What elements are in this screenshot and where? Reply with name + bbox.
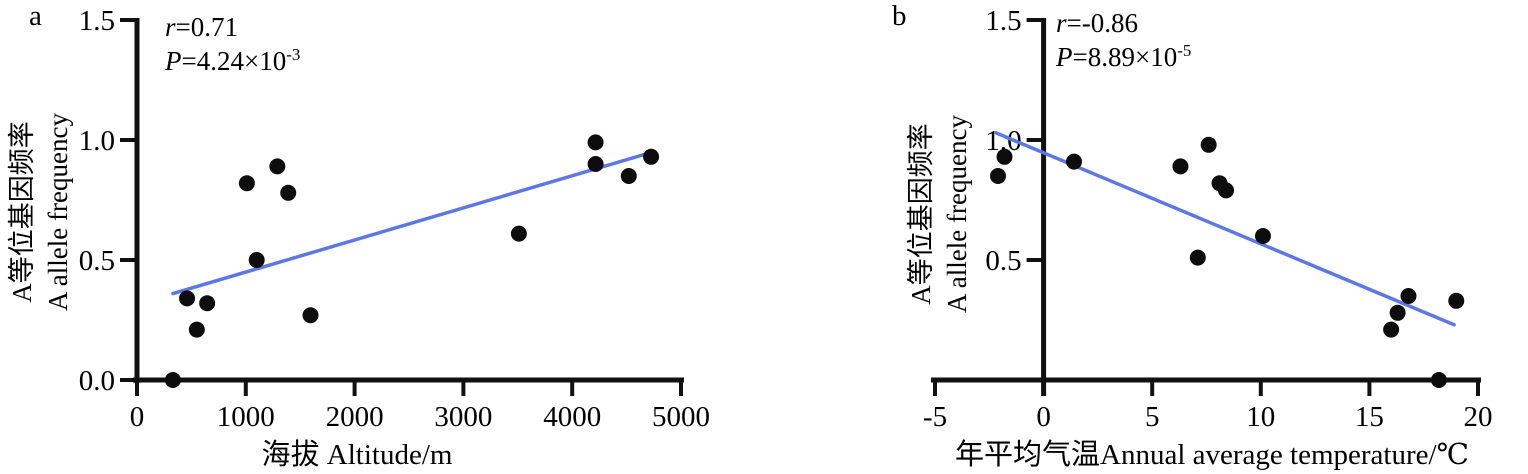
data-point <box>188 321 205 338</box>
data-point <box>302 307 319 324</box>
data-point <box>643 148 660 165</box>
y-title-zh: A等位基因频率 <box>906 123 936 305</box>
panel-a-stats: r=0.71 P=4.24×10-3 <box>165 10 300 78</box>
y-tick-label: 0.5 <box>79 245 115 277</box>
trend-line <box>171 150 655 296</box>
data-point <box>1430 372 1447 388</box>
p-value: =8.89×10 <box>1072 42 1178 72</box>
r-value: =-0.86 <box>1066 8 1138 38</box>
data-point <box>269 158 286 175</box>
y-tick-label: 1.0 <box>79 125 115 157</box>
data-point <box>1189 249 1206 266</box>
data-point <box>1200 136 1217 153</box>
panel-b-stats: r=-0.86 P=8.89×10-5 <box>1056 6 1191 74</box>
x-tick-label: 5 <box>1145 401 1160 433</box>
data-point <box>1383 321 1400 338</box>
p-symbol: P <box>1056 42 1073 72</box>
data-point <box>199 295 216 312</box>
p-value: =4.24×10 <box>181 46 287 76</box>
panel-b-label: b <box>892 0 907 32</box>
data-point <box>996 148 1013 165</box>
x-tick-label: 0 <box>130 401 145 433</box>
data-point <box>1066 153 1083 170</box>
p-exponent: -3 <box>286 45 301 64</box>
panel-a-p-line: P=4.24×10-3 <box>165 44 300 78</box>
r-symbol: r <box>1056 8 1067 38</box>
y-tick-label: 0.5 <box>985 245 1021 277</box>
data-point <box>248 252 265 268</box>
y-title-en: A allele frequency <box>43 113 73 311</box>
panel-a-r-line: r=0.71 <box>165 10 300 44</box>
y-tick-label: 1.5 <box>985 5 1021 37</box>
y-tick-label: 1.5 <box>79 5 115 37</box>
x-tick-label: 20 <box>1464 401 1493 433</box>
r-value: =0.71 <box>175 12 238 42</box>
panel-a-x-axis-title: 海拔 Altitude/m <box>261 439 453 471</box>
data-point <box>1218 182 1235 199</box>
data-point <box>989 168 1006 184</box>
data-point <box>620 168 637 184</box>
x-tick-label: 0 <box>1036 401 1051 433</box>
data-point <box>1254 228 1271 244</box>
data-point <box>179 290 196 307</box>
trend-line <box>994 131 1456 327</box>
panel-b-x-axis-title: 年平均气温Annual average temperature/℃ <box>955 439 1469 471</box>
data-point <box>510 225 527 242</box>
data-point <box>1172 158 1189 175</box>
panel-b-r-line: r=-0.86 <box>1056 6 1191 40</box>
y-tick-label: 0.0 <box>79 365 115 397</box>
data-point <box>280 184 297 201</box>
p-exponent: -5 <box>1177 41 1192 60</box>
x-tick-label: 15 <box>1355 401 1384 433</box>
panel-b-p-line: P=8.89×10-5 <box>1056 40 1191 74</box>
x-tick-label: 3000 <box>434 401 492 433</box>
data-point <box>1400 288 1417 304</box>
panel-b-y-axis-title: A等位基因频率 A allele frequency <box>903 69 977 359</box>
data-point <box>587 134 604 151</box>
data-point <box>238 175 255 192</box>
data-point <box>164 372 181 388</box>
y-title-en: A allele frequency <box>942 115 972 313</box>
data-point <box>1448 292 1465 309</box>
x-tick-label: -5 <box>923 401 947 433</box>
panel-a-label: a <box>29 0 42 32</box>
x-tick-label: 1000 <box>217 401 275 433</box>
x-tick-label: 10 <box>1246 401 1275 433</box>
x-tick-label: 4000 <box>543 401 601 433</box>
data-point <box>1389 304 1406 321</box>
p-symbol: P <box>165 46 182 76</box>
panel-a-y-axis-title: A等位基因频率 A allele frequency <box>4 67 78 357</box>
y-title-zh: A等位基因频率 <box>7 121 37 303</box>
x-tick-label: 2000 <box>326 401 384 433</box>
data-point <box>587 156 604 172</box>
r-symbol: r <box>165 12 176 42</box>
x-tick-label: 5000 <box>652 401 710 433</box>
